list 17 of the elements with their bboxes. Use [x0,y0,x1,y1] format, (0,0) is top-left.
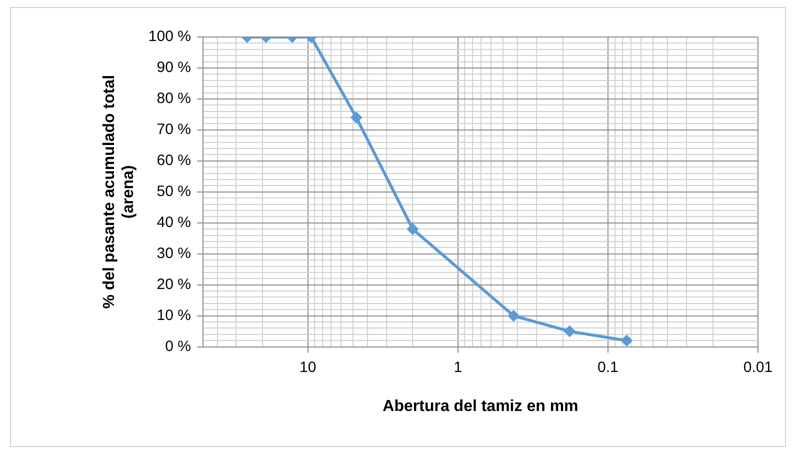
x-tick-label: 0.1 [598,358,618,376]
x-axis-title: Abertura del tamiz en mm [382,398,578,415]
y-axis-title: % del pasante acumulado total (arena) [101,74,138,309]
y-tick-label: 10 % [156,306,191,324]
y-tick-label: 30 % [156,245,191,262]
x-tick-label: 10 [299,358,316,376]
x-tick-label: 0.01 [743,358,773,376]
y-tick-label: 50 % [156,183,191,200]
y-tick-label: 100 % [148,28,191,46]
y-tick-label: 70 % [156,121,191,138]
y-tick-label: 90 % [156,59,191,76]
y-tick-label: 40 % [156,214,191,232]
y-tick-label: 0 % [165,338,191,355]
y-tick-label: 20 % [156,276,191,293]
y-tick-label: 80 % [156,90,191,108]
x-tick-label: 1 [454,358,462,376]
y-tick-label: 60 % [156,152,191,170]
